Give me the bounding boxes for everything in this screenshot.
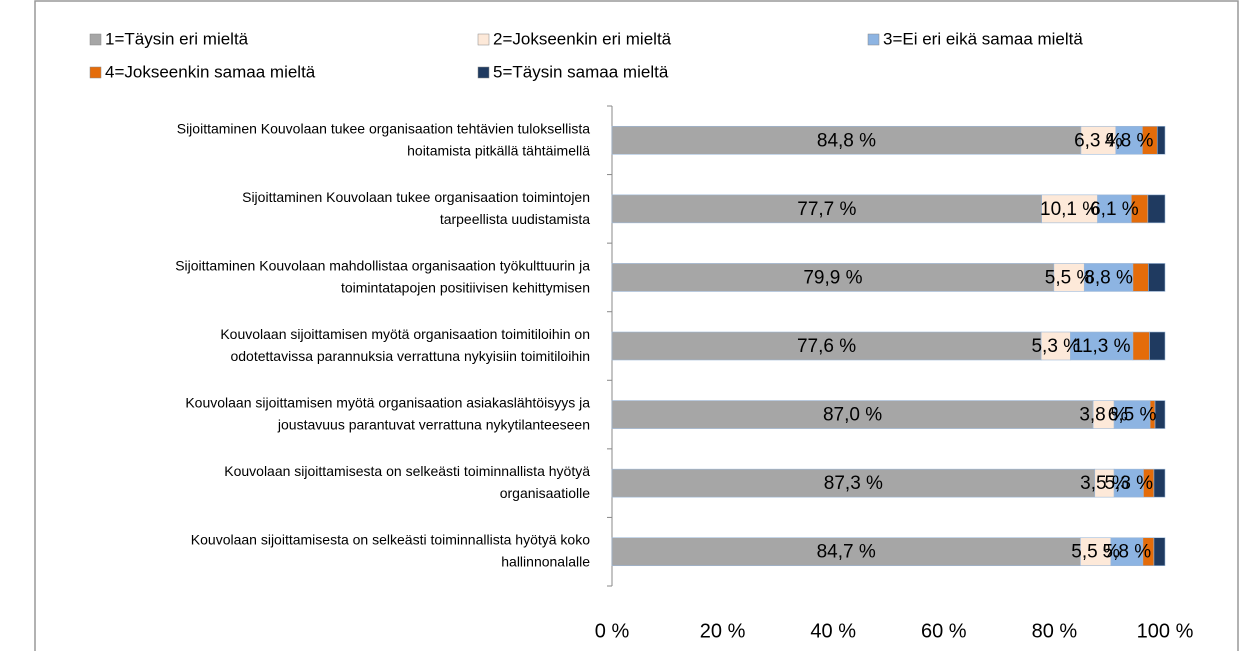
data-label: 3,5 %	[1080, 473, 1129, 494]
bar-segment	[1113, 400, 1151, 429]
data-label: 87,0 %	[823, 405, 882, 426]
frame	[34, 0, 1239, 651]
data-label: 5,3 %	[1104, 473, 1153, 494]
category-label: Sijoittaminen Kouvolaan mahdollistaa org…	[175, 257, 590, 295]
data-label: 87,3 %	[824, 473, 883, 494]
bar-segment	[1132, 263, 1149, 292]
category-label: Sijoittaminen Kouvolaan tukee organisaat…	[177, 120, 590, 158]
x-tick-label: 0 %	[595, 620, 630, 642]
data-label: 84,8 %	[817, 130, 876, 151]
bar-segment	[611, 331, 1042, 361]
data-label: 5,3 %	[1031, 336, 1080, 357]
bar-segment	[1147, 194, 1166, 224]
bar-segment	[1040, 331, 1071, 361]
bar-segment	[1083, 263, 1134, 292]
bar-segment	[611, 194, 1042, 224]
bar-segment	[1115, 125, 1143, 155]
x-tick-label: 60 %	[921, 620, 967, 642]
legend-swatch	[867, 33, 880, 46]
data-label: 77,7 %	[797, 199, 856, 220]
bar-segment	[1041, 194, 1098, 224]
bar-segment	[1153, 468, 1166, 498]
category-label: Kouvolaan sijoittamisen myötä organisaat…	[220, 326, 590, 364]
data-label: 11,3 %	[1073, 336, 1131, 357]
legend-swatch	[477, 33, 490, 46]
bar-segment	[1070, 331, 1134, 361]
bar-segment	[1154, 400, 1166, 429]
data-label: 4,8 %	[1105, 130, 1154, 151]
bar-segment	[611, 537, 1081, 567]
bar-segment	[1080, 125, 1117, 155]
data-label: 84,7 %	[817, 542, 876, 563]
legend-label: 3=Ei eri eikä samaa mieltä	[883, 29, 1083, 48]
bar-segment	[611, 400, 1094, 429]
legend-label: 1=Täysin eri mieltä	[105, 29, 249, 48]
category-label: Kouvolaan sijoittamisesta on selkeästi t…	[224, 463, 590, 501]
x-tick-label: 80 %	[1032, 620, 1078, 642]
x-tick-label: 20 %	[700, 620, 746, 642]
data-label: 79,9 %	[803, 267, 862, 288]
bar-segment	[1156, 125, 1166, 155]
data-label: 6,5 %	[1108, 405, 1157, 426]
bar-segment	[1148, 263, 1166, 292]
x-tick-label: 100 %	[1137, 620, 1194, 642]
bar-segment	[1097, 194, 1132, 224]
legend-label: 2=Jokseenkin eri mieltä	[493, 29, 672, 48]
bar-segment	[1110, 537, 1144, 567]
data-label: 5,8 %	[1103, 542, 1152, 563]
bar-segment	[1053, 263, 1085, 292]
data-label: 77,6 %	[797, 336, 856, 357]
legend-swatch	[477, 66, 490, 79]
data-label: 3,8 %	[1079, 405, 1128, 426]
bar-segment	[611, 263, 1055, 292]
legend-label: 4=Jokseenkin samaa mieltä	[105, 62, 316, 81]
bar-segment	[1132, 331, 1150, 361]
legend-swatch	[89, 33, 102, 46]
category-label: Kouvolaan sijoittamisesta on selkeästi t…	[191, 531, 590, 569]
category-label: Kouvolaan sijoittamisen myötä organisaat…	[185, 394, 590, 432]
data-label: 6,3 %	[1074, 130, 1123, 151]
data-label: 10,1 %	[1040, 199, 1099, 220]
bar-segment	[611, 468, 1096, 498]
data-label: 8,8 %	[1084, 267, 1133, 288]
data-label: 5,5 %	[1071, 542, 1120, 563]
data-label: 5,5 %	[1045, 267, 1094, 288]
legend-swatch	[89, 66, 102, 79]
x-tick-label: 40 %	[810, 620, 856, 642]
data-label: 6,1 %	[1090, 199, 1139, 220]
bar-segment	[1153, 537, 1166, 567]
legend-label: 5=Täysin samaa mieltä	[493, 62, 669, 81]
category-label: Sijoittaminen Kouvolaan tukee organisaat…	[242, 189, 590, 227]
bar-segment	[1149, 331, 1166, 361]
bar-segment	[1080, 537, 1112, 567]
